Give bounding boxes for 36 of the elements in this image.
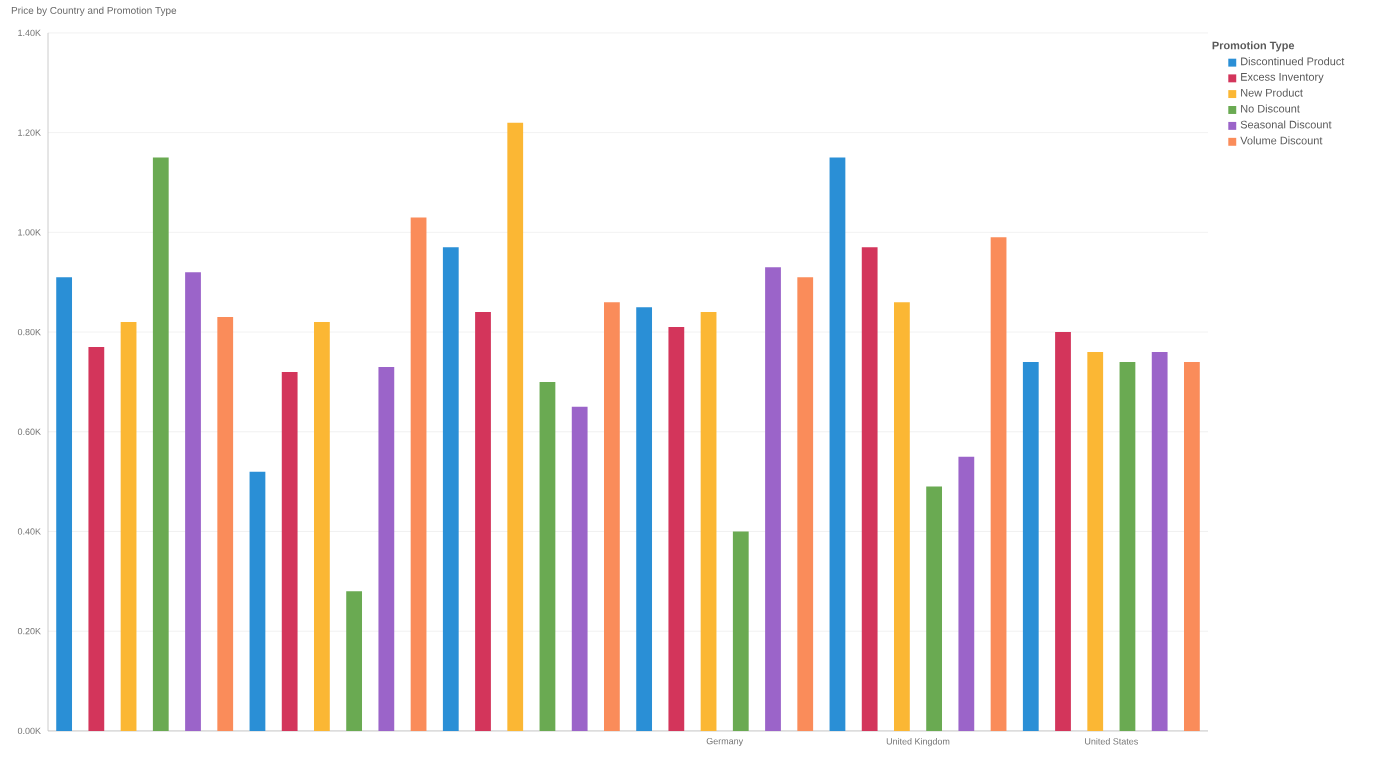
- bar: [636, 306, 653, 731]
- bar: [604, 301, 620, 731]
- bar: [539, 381, 556, 731]
- bar: [1151, 351, 1168, 731]
- bar: [668, 326, 685, 731]
- bar: [410, 216, 427, 731]
- bar: [797, 276, 814, 731]
- bar: [571, 406, 588, 731]
- bar: [926, 486, 943, 731]
- bar: [1055, 331, 1071, 731]
- bar: [346, 590, 363, 731]
- bar: [1022, 361, 1039, 731]
- bar: [1087, 351, 1104, 731]
- bar: [442, 246, 459, 731]
- bar: [88, 346, 105, 731]
- bar: [475, 311, 491, 731]
- bar: [861, 246, 878, 731]
- bar: [765, 266, 781, 731]
- bar: [829, 157, 846, 731]
- bar: [1119, 361, 1136, 731]
- bar: [152, 157, 169, 731]
- bar: [314, 321, 330, 731]
- bar: [700, 311, 717, 731]
- bar: [732, 531, 749, 731]
- bar: [185, 271, 201, 731]
- bar: [249, 471, 266, 731]
- bar: [217, 316, 234, 731]
- bar: [990, 236, 1007, 731]
- bar: [281, 371, 298, 731]
- bar: [958, 456, 975, 731]
- bar: [378, 366, 395, 731]
- bar: [120, 321, 137, 731]
- bar: [894, 301, 910, 731]
- bar: [56, 276, 73, 731]
- bar: [507, 122, 524, 731]
- bar: [1184, 361, 1200, 731]
